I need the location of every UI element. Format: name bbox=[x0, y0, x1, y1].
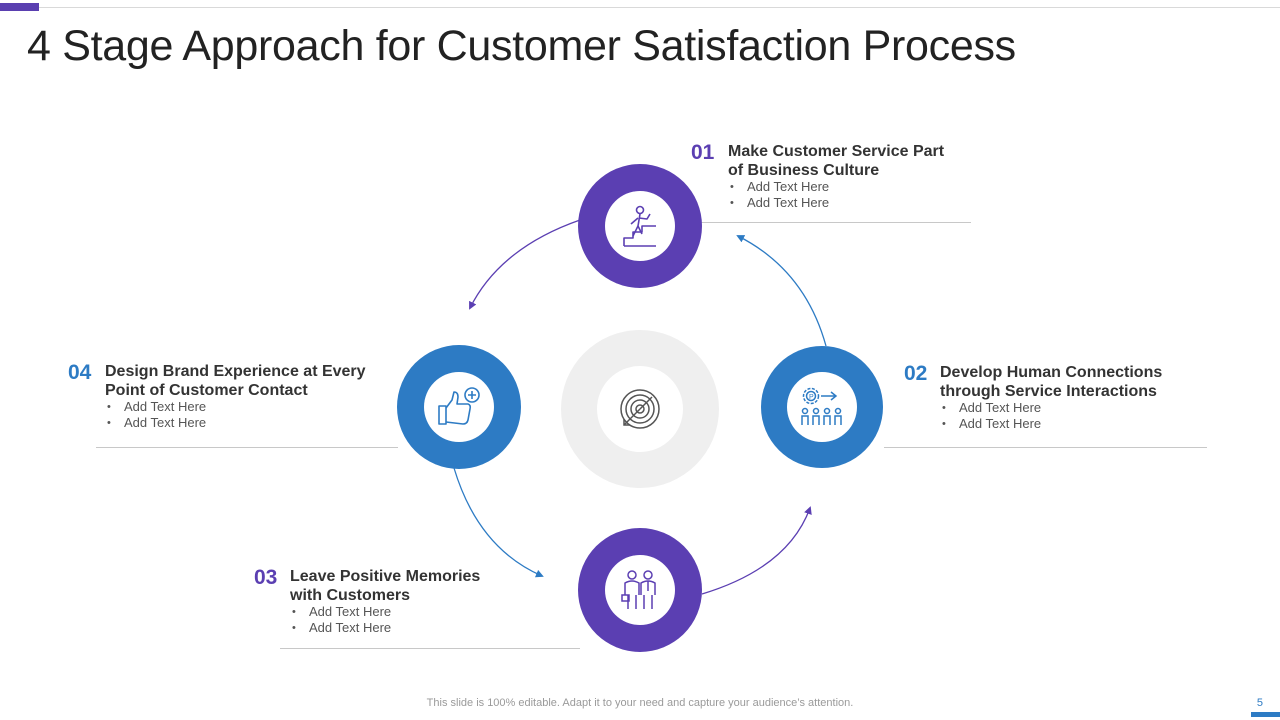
stage-03-bullets: Add Text Here Add Text Here bbox=[290, 604, 391, 636]
stage-01-bullet-1: Add Text Here bbox=[728, 179, 829, 195]
arrow-02-to-01 bbox=[736, 235, 827, 347]
stage-04-bullet-2: Add Text Here bbox=[105, 415, 206, 431]
page-number-bar bbox=[1251, 712, 1280, 717]
stage-02-title-line2: through Service Interactions bbox=[940, 383, 1157, 400]
stage-03-rule bbox=[280, 648, 580, 649]
stage-01-title-line2: of Business Culture bbox=[728, 162, 880, 179]
gear-team-icon: P bbox=[801, 387, 842, 425]
arrow-04-to-03 bbox=[453, 467, 544, 578]
stage-04-rule bbox=[96, 447, 398, 448]
stage-01-rule bbox=[700, 222, 971, 223]
person-climbing-stairs-icon bbox=[623, 205, 656, 247]
stage-01-ring bbox=[578, 164, 702, 288]
stage-02-title-line1: Develop Human Connections bbox=[940, 364, 1163, 381]
stage-01-number: 01 bbox=[691, 141, 715, 164]
slide-footer: This slide is 100% editable. Adapt it to… bbox=[426, 697, 854, 709]
stage-04-title-line2: Point of Customer Contact bbox=[105, 382, 308, 399]
stage-02-number: 02 bbox=[904, 362, 928, 385]
stage-02-rule bbox=[884, 447, 1207, 448]
stage-01-bullets: Add Text Here Add Text Here bbox=[728, 179, 829, 211]
slide-title: 4 Stage Approach for Customer Satisfacti… bbox=[27, 22, 1016, 70]
stage-02-bullets: Add Text Here Add Text Here bbox=[940, 400, 1041, 432]
stage-01-bullet-2: Add Text Here bbox=[728, 195, 829, 211]
stage-03-bullet-1: Add Text Here bbox=[290, 604, 391, 620]
arrow-01-to-04 bbox=[469, 219, 581, 310]
stage-02-ring: P bbox=[761, 346, 883, 468]
stage-04-bullet-1: Add Text Here bbox=[105, 399, 206, 415]
stage-01: 01 Make Customer Service Part of Busines… bbox=[691, 141, 981, 221]
thumbs-up-plus-icon bbox=[438, 387, 480, 425]
stage-03-title-line2: with Customers bbox=[290, 587, 411, 604]
stage-04: 04 Design Brand Experience at Every Poin… bbox=[68, 361, 388, 441]
stage-04-bullets: Add Text Here Add Text Here bbox=[105, 399, 206, 431]
stage-02-bullet-2: Add Text Here bbox=[940, 416, 1041, 432]
arrow-03-to-02 bbox=[701, 506, 812, 595]
accent-bar bbox=[0, 3, 39, 11]
stage-01-title-line1: Make Customer Service Part bbox=[728, 143, 945, 160]
svg-text:P: P bbox=[809, 394, 814, 401]
top-divider bbox=[39, 7, 1280, 8]
stage-03: 03 Leave Positive Memories with Customer… bbox=[254, 566, 544, 646]
stage-02: 02 Develop Human Connections through Ser… bbox=[904, 362, 1194, 442]
center-ring bbox=[561, 330, 719, 488]
target-icon bbox=[620, 389, 660, 429]
stage-04-ring bbox=[397, 345, 521, 469]
stage-03-ring bbox=[578, 528, 702, 652]
stage-03-number: 03 bbox=[254, 566, 278, 589]
page-number: 5 bbox=[1256, 697, 1263, 709]
stage-03-title-line1: Leave Positive Memories bbox=[290, 568, 481, 585]
two-people-icon bbox=[621, 570, 656, 609]
stage-04-number: 04 bbox=[68, 361, 92, 384]
stage-03-bullet-2: Add Text Here bbox=[290, 620, 391, 636]
stage-02-bullet-1: Add Text Here bbox=[940, 400, 1041, 416]
stage-04-title-line1: Design Brand Experience at Every bbox=[105, 363, 366, 380]
